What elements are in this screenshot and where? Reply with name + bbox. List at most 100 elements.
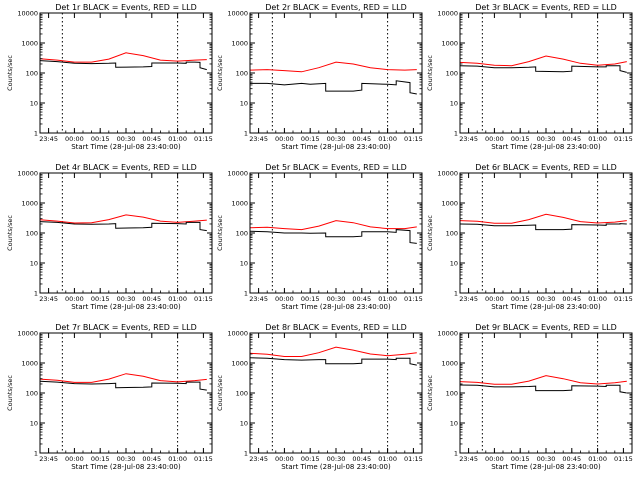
y-tick-label: 10 [240,420,248,428]
x-tick-label: 01:15 [194,295,213,303]
y-axis-label: Counts/sec [426,375,434,411]
x-tick-label: 00:30 [117,455,136,463]
panel-title: Det 9r BLACK = Events, RED = LLD [475,323,617,332]
panel-title: Det 5r BLACK = Events, RED = LLD [265,163,407,172]
lld-series-line [39,214,207,224]
plot-frame [459,12,633,134]
lld-series-line [39,373,207,383]
x-axis-label: Start Time (28-Jul-08 23:40:00) [71,143,181,151]
y-tick-label: 1 [34,450,38,458]
y-tick-label: 1000 [21,360,38,368]
y-tick-label: 1000 [231,40,248,48]
plot-frame [39,12,213,134]
x-tick-label: 00:00 [275,455,294,463]
y-tick-label: 10000 [227,170,248,178]
y-tick-label: 1000 [441,360,458,368]
panel-det-1: Det 1r BLACK = Events, RED = LLD 1 10 100 10… [6,3,213,151]
y-tick-label: 10000 [17,10,38,18]
y-tick-label: 10000 [227,10,248,18]
y-tick-label: 10000 [437,330,458,338]
x-tick-label: 23:45 [459,135,478,143]
y-tick-label: 1 [244,290,248,298]
x-axis-label: Start Time (28-Jul-08 23:40:00) [491,303,601,311]
y-axis-label: Counts/sec [426,55,434,91]
x-tick-label: 01:00 [378,455,397,463]
y-axis-label: Counts/sec [216,55,224,91]
x-tick-label: 00:45 [352,455,371,463]
lld-series-line [249,346,417,357]
panel-title: Det 7r BLACK = Events, RED = LLD [55,323,197,332]
x-tick-label: 00:00 [65,455,84,463]
y-tick-label: 1000 [231,360,248,368]
y-tick-label: 10 [30,100,38,108]
x-tick-label: 23:45 [39,135,58,143]
x-tick-label: 00:15 [301,135,320,143]
plot-frame [249,172,423,294]
x-tick-label: 00:30 [537,455,556,463]
y-tick-label: 100 [236,70,248,78]
x-tick-label: 00:15 [91,135,110,143]
x-tick-label: 23:45 [249,135,268,143]
x-tick-label: 01:00 [168,295,187,303]
events-series-line [249,357,417,366]
x-tick-label: 01:15 [404,455,423,463]
y-tick-label: 10 [30,260,38,268]
y-tick-label: 10000 [17,170,38,178]
panel-det-8: Det 8r BLACK = Events, RED = LLD 1 10 100 10… [216,323,423,471]
y-tick-label: 100 [26,390,38,398]
x-tick-label: 01:15 [614,135,633,143]
events-series-line [39,221,207,232]
plot-frame [249,12,423,134]
x-tick-label: 23:45 [39,295,58,303]
x-tick-label: 01:00 [378,135,397,143]
lld-series-line [459,213,627,224]
y-tick-label: 10000 [437,10,458,18]
x-axis-label: Start Time (28-Jul-08 23:40:00) [281,143,391,151]
plot-frame [39,172,213,294]
y-axis-label: Counts/sec [6,215,14,251]
x-tick-label: 00:45 [352,135,371,143]
y-tick-label: 100 [446,230,458,238]
x-tick-label: 01:00 [378,295,397,303]
y-tick-label: 100 [446,70,458,78]
x-tick-label: 00:00 [65,295,84,303]
panel-det-2: Det 2r BLACK = Events, RED = LLD 1 10 100 10… [216,3,423,151]
y-tick-label: 1000 [441,40,458,48]
x-tick-label: 01:00 [168,135,187,143]
events-series-line [459,223,627,231]
plot-frame [459,172,633,294]
events-series-line [250,80,417,95]
panel-title: Det 4r BLACK = Events, RED = LLD [55,163,197,172]
panel-det-3: Det 3r BLACK = Events, RED = LLD 1 10 100 10… [426,3,633,151]
plot-frame [249,332,423,454]
panel-det-9: Det 9r BLACK = Events, RED = LLD 1 10 100 10… [426,323,633,471]
y-tick-label: 10000 [17,330,38,338]
x-tick-label: 01:15 [404,295,423,303]
y-tick-label: 1000 [21,40,38,48]
x-tick-label: 00:15 [91,295,110,303]
panel-det-7: Det 7r BLACK = Events, RED = LLD 1 10 100 10… [6,323,213,471]
y-tick-label: 10 [240,260,248,268]
y-tick-label: 10 [240,100,248,108]
events-series-line [39,380,207,391]
y-axis-label: Counts/sec [6,375,14,411]
x-tick-label: 01:00 [588,295,607,303]
panel-title: Det 6r BLACK = Events, RED = LLD [475,163,617,172]
x-tick-label: 23:45 [459,455,478,463]
x-axis-label: Start Time (28-Jul-08 23:40:00) [491,463,601,471]
x-tick-label: 00:45 [562,135,581,143]
x-tick-label: 00:30 [537,295,556,303]
y-tick-label: 1000 [21,200,38,208]
lld-series-line [249,220,417,231]
panel-det-4: Det 4r BLACK = Events, RED = LLD 1 10 100 10… [6,163,213,311]
x-tick-label: 01:00 [588,135,607,143]
lld-series-line [39,52,207,63]
y-tick-label: 1 [454,130,458,138]
events-series-line [39,60,207,71]
x-tick-label: 01:15 [614,295,633,303]
lld-series-line [459,55,627,67]
x-tick-label: 23:45 [459,295,478,303]
y-tick-label: 100 [26,70,38,78]
panel-title: Det 8r BLACK = Events, RED = LLD [265,323,407,332]
x-tick-label: 00:30 [327,295,346,303]
